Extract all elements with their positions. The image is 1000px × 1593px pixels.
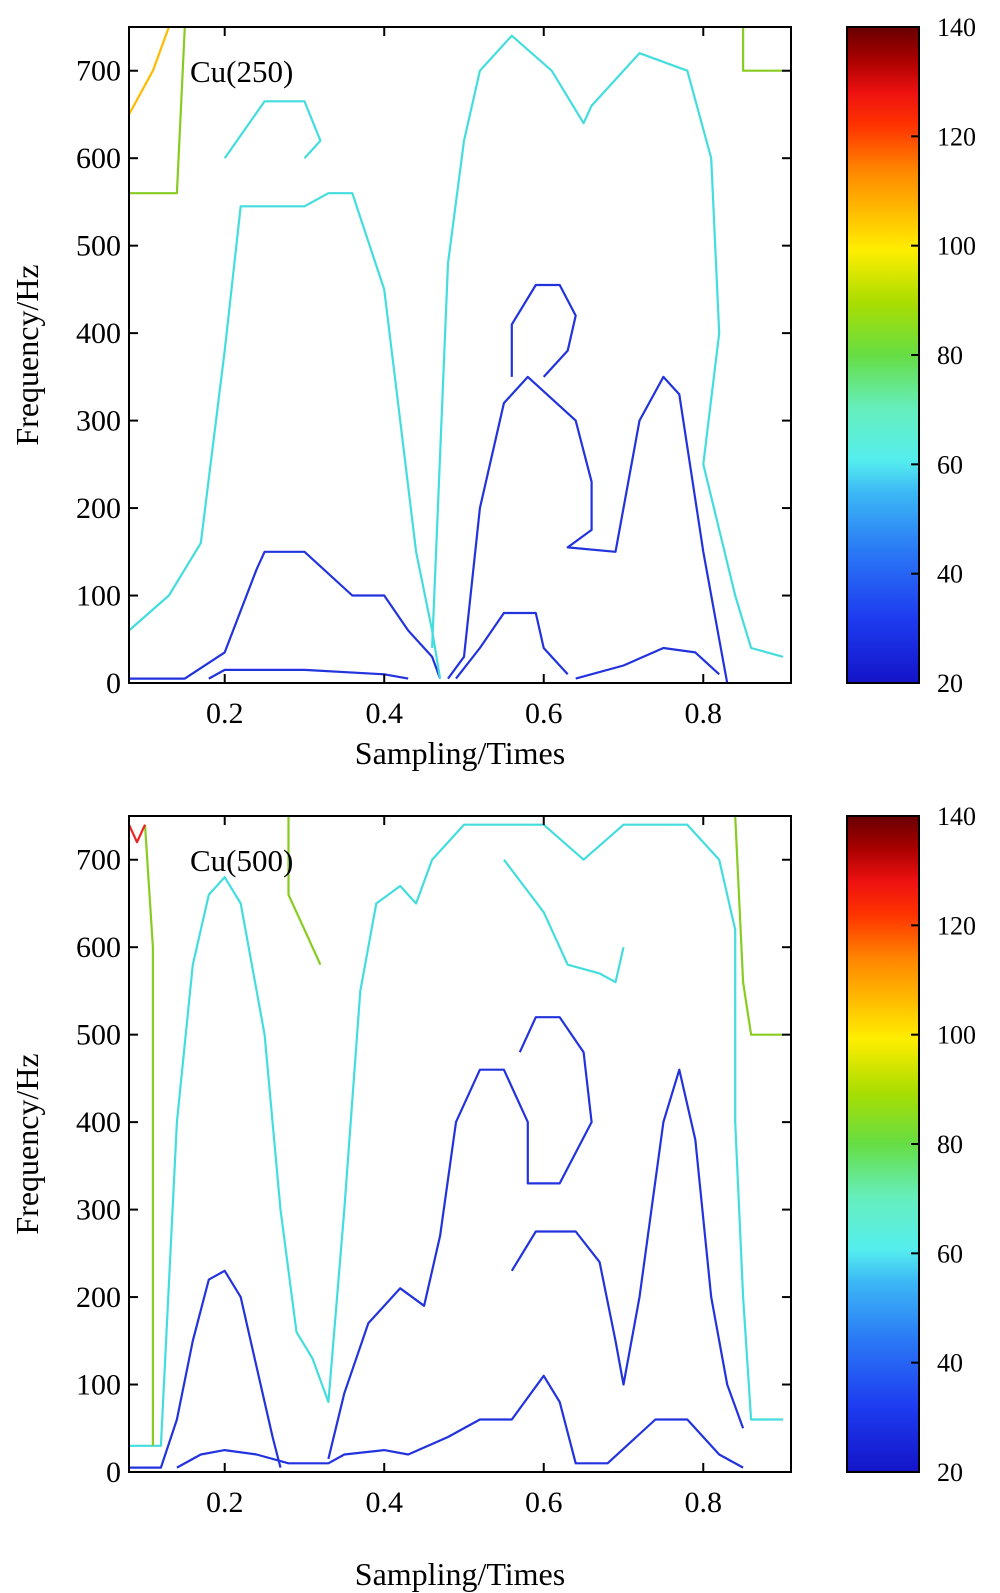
contour-line-level-30 xyxy=(447,375,729,684)
colorbar-tick-label: 120 xyxy=(937,122,976,151)
colorbar-tick-label: 40 xyxy=(937,560,963,589)
colorbar-tick-label: 20 xyxy=(937,669,963,698)
y-tick-label: 200 xyxy=(76,492,121,525)
x-tick-label: 0.8 xyxy=(685,1486,723,1519)
colorbar-tick-label: 40 xyxy=(937,1349,963,1378)
x-axis-label: Sampling/Times xyxy=(355,1556,565,1592)
contour-line-level-30 xyxy=(510,1068,745,1429)
y-axis-ticks: 0 100 200 300 400 500 600 700 xyxy=(76,55,791,700)
y-tick-label: 100 xyxy=(76,1369,121,1402)
contour-line-level-85 xyxy=(129,26,186,195)
colorbar-tick-label: 60 xyxy=(937,450,963,479)
plot-frame xyxy=(128,815,792,1473)
y-tick-label: 400 xyxy=(76,1106,121,1139)
colorbar-tick-label: 20 xyxy=(937,1458,963,1487)
y-axis-ticks: 0 100 200 300 400 500 600 700 xyxy=(76,844,791,1489)
contour-line-level-100 xyxy=(128,26,170,116)
contour-line-level-30 xyxy=(455,611,569,680)
y-tick-label: 400 xyxy=(76,317,121,350)
contour-line-level-60 xyxy=(503,859,625,984)
y-tick-label: 500 xyxy=(76,230,121,263)
contour-line-level-60 xyxy=(128,192,442,679)
y-tick-label: 300 xyxy=(76,405,121,438)
y-tick-label: 600 xyxy=(76,142,121,175)
panel-label: Cu(250) xyxy=(190,54,293,89)
colorbar xyxy=(846,815,920,1473)
y-tick-label: 100 xyxy=(76,580,121,613)
x-tick-label: 0.4 xyxy=(365,697,403,730)
contour-line-level-120 xyxy=(127,824,147,844)
colorbar-ticks: 20 40 60 80 100 120 140 xyxy=(911,13,976,698)
contour-line-level-30 xyxy=(208,668,409,680)
x-axis-ticks: 0.2 0.4 0.6 0.8 xyxy=(206,816,722,1519)
x-axis-ticks: 0.2 0.4 0.6 0.8 xyxy=(206,27,722,730)
y-tick-label: 600 xyxy=(76,931,121,964)
y-axis-label: Frequency/Hz xyxy=(9,264,45,445)
colorbar-tick-label: 60 xyxy=(937,1239,963,1268)
colorbar-tick-label: 100 xyxy=(937,1021,976,1050)
contour-line-level-30 xyxy=(129,1269,282,1469)
contour-line-level-30 xyxy=(327,1016,593,1460)
y-tick-label: 500 xyxy=(76,1019,121,1052)
contour-line-level-85 xyxy=(143,824,154,1446)
contour-line-level-60 xyxy=(129,823,783,1447)
contour-lines xyxy=(128,26,784,684)
plot-frame xyxy=(128,26,792,684)
contour-panel-cu250: 0.2 0.4 0.6 0.8 0 100 200 300 400 500 600 700 Cu(2… xyxy=(9,13,976,771)
y-tick-label: 700 xyxy=(76,55,121,88)
x-tick-label: 0.4 xyxy=(365,1486,403,1519)
colorbar-tick-label: 140 xyxy=(937,802,976,831)
colorbar xyxy=(846,26,920,684)
y-tick-label: 0 xyxy=(106,667,121,700)
colorbar-tick-label: 80 xyxy=(937,341,963,370)
contour-line-level-30 xyxy=(129,550,442,680)
contour-lines xyxy=(127,815,783,1469)
x-tick-label: 0.2 xyxy=(206,1486,244,1519)
contour-line-level-30 xyxy=(575,646,720,680)
x-tick-label: 0.6 xyxy=(525,697,563,730)
contour-line-level-85 xyxy=(287,816,322,966)
y-tick-label: 200 xyxy=(76,1281,121,1314)
y-tick-label: 700 xyxy=(76,844,121,877)
panel-label: Cu(500) xyxy=(190,843,293,878)
colorbar-ticks: 20 40 60 80 100 120 140 xyxy=(911,802,976,1487)
x-tick-label: 0.6 xyxy=(525,1486,563,1519)
x-axis-label: Sampling/Times xyxy=(355,735,565,771)
y-axis-label: Frequency/Hz xyxy=(9,1053,45,1234)
contour-line-level-60 xyxy=(431,34,784,658)
contour-line-level-30 xyxy=(510,283,577,378)
colorbar-tick-label: 140 xyxy=(937,13,976,42)
x-tick-label: 0.2 xyxy=(206,697,244,730)
y-tick-label: 0 xyxy=(106,1456,121,1489)
contour-panel-cu500: 0.2 0.4 0.6 0.8 0 100 200 300 400 500 600 700 Cu(5… xyxy=(9,802,976,1592)
y-tick-label: 300 xyxy=(76,1194,121,1227)
colorbar-tick-label: 120 xyxy=(937,911,976,940)
contour-line-level-85 xyxy=(742,27,783,72)
x-tick-label: 0.8 xyxy=(685,697,723,730)
contour-line-level-60 xyxy=(223,100,322,159)
contour-line-level-85 xyxy=(734,815,783,1036)
contour-line-level-30 xyxy=(176,1374,744,1469)
colorbar-tick-label: 80 xyxy=(937,1130,963,1159)
colorbar-tick-label: 100 xyxy=(937,232,976,261)
